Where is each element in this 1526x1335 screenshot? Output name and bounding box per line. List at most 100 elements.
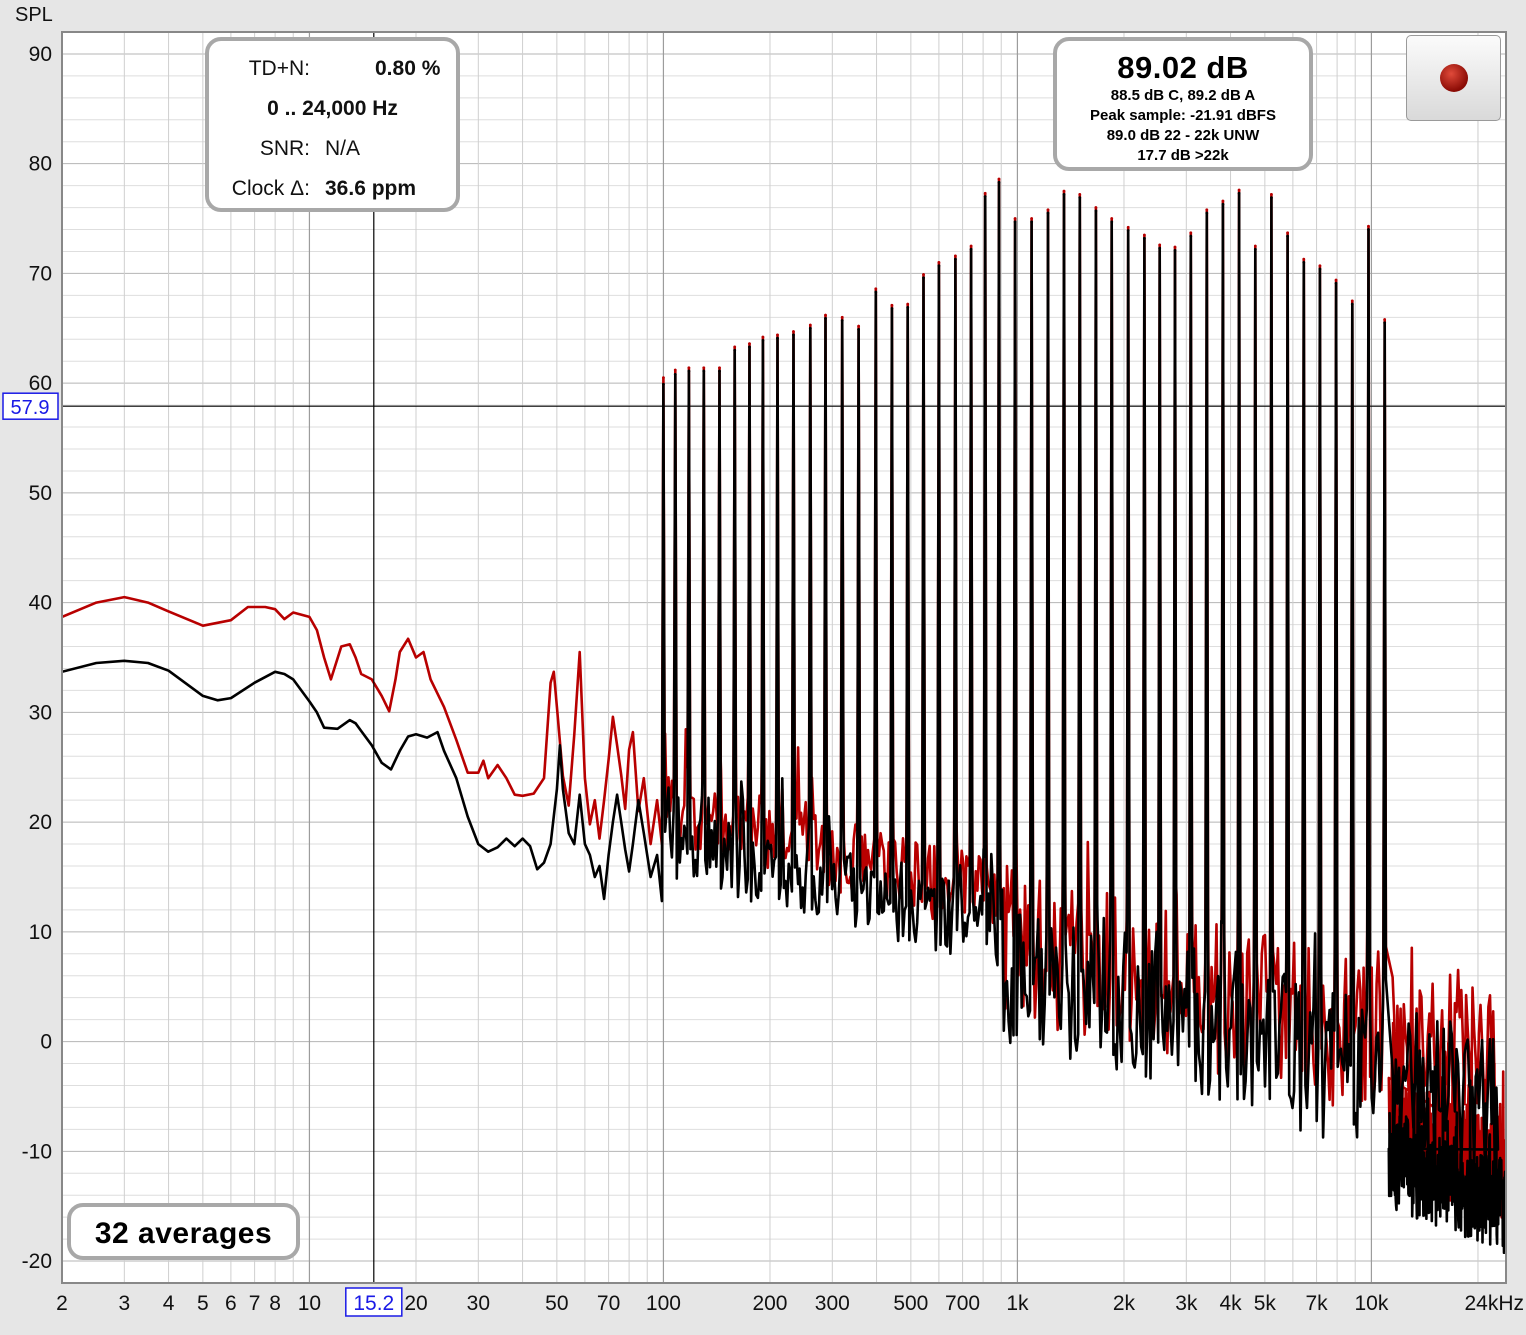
harmonic-peak-point <box>792 330 795 333</box>
x-tick-label: 5 <box>197 1292 209 1315</box>
harmonic-peak-point <box>1237 191 1241 195</box>
harmonic-peak-point <box>673 368 677 372</box>
x-tick-label: 4k <box>1219 1292 1242 1315</box>
harmonic-peak-point <box>997 180 1001 184</box>
y-tick-label: -20 <box>22 1250 52 1273</box>
harmonic-peak-point <box>1253 247 1257 251</box>
cursor-y-readout: 57.9 <box>11 397 50 419</box>
y-tick-label: 30 <box>29 701 52 724</box>
harmonic-peak-point <box>1046 208 1050 212</box>
harmonic-peak-point <box>662 382 665 386</box>
x-tick-label: 1k <box>1006 1292 1029 1315</box>
harmonic-peak-point <box>1334 278 1338 282</box>
unweighted-level: 89.0 dB 22 - 22k UNW <box>1106 127 1260 144</box>
weighted-levels: 88.5 dB C, 89.2 dB A <box>1110 87 1256 104</box>
harmonic-peak-point <box>733 345 737 349</box>
x-tick-label: 300 <box>815 1292 850 1315</box>
cursor-y-readout-box <box>2 392 59 420</box>
harmonic-peak-point <box>906 306 910 309</box>
harmonic-peak-point <box>1142 233 1146 237</box>
harmonic-peak-point <box>1270 196 1273 200</box>
harmonic-peak-point <box>922 273 925 276</box>
clock-value: 36.6 ppm <box>325 177 417 200</box>
harmonic-peak-point <box>857 327 861 331</box>
x-tick-label: 7k <box>1305 1292 1328 1315</box>
harmonic-peak-point <box>792 333 795 337</box>
y-tick-label: 80 <box>29 153 52 176</box>
harmonic-peak-point <box>1078 193 1082 196</box>
harmonic-peak-point <box>824 317 827 320</box>
x-tick-label: 200 <box>752 1292 787 1315</box>
x-tick-label: 3 <box>118 1292 130 1315</box>
cursor-crosshair[interactable]: 57.9 15.2 <box>2 32 1506 1317</box>
harmonic-peak-point <box>1318 267 1322 271</box>
harmonic-peak-point <box>1094 209 1098 213</box>
peak-sample: Peak sample: -21.91 dBFS <box>1090 107 1276 124</box>
harmonic-peak-point <box>840 319 844 323</box>
ultrasonic-level: 17.7 dB >22k <box>1137 147 1229 164</box>
record-button[interactable] <box>1406 35 1501 121</box>
y-tick-label: 0 <box>40 1031 52 1054</box>
harmonic-peak-point <box>1270 193 1273 196</box>
harmonic-peak-point <box>718 366 721 370</box>
x-tick-label: 50 <box>545 1292 568 1315</box>
harmonic-peak-point <box>702 369 706 373</box>
averages-count: 32 averages <box>94 1217 273 1250</box>
harmonic-peak-point <box>748 342 751 346</box>
harmonic-peak-point <box>776 336 779 340</box>
harmonic-peak-point <box>1173 245 1177 249</box>
harmonic-peak-point <box>1013 220 1017 224</box>
x-tick-label: 10k <box>1354 1292 1388 1315</box>
x-tick-label: 30 <box>467 1292 490 1315</box>
harmonic-peak-point <box>906 302 910 306</box>
harmonic-peak-point <box>922 276 925 280</box>
harmonic-peak-point <box>890 307 894 310</box>
harmonic-peak-point <box>890 303 894 307</box>
spl-level-panel: 89.02 dB 88.5 dB C, 89.2 dB A Peak sampl… <box>1053 37 1313 171</box>
x-tick-label: 8 <box>269 1292 281 1315</box>
harmonic-peak-point <box>874 290 878 294</box>
harmonic-peak-point <box>1383 318 1387 321</box>
clock-label: Clock Δ: <box>231 177 310 200</box>
harmonic-peak-point <box>937 261 941 264</box>
harmonic-peak-point <box>1062 189 1066 193</box>
tdn-value: 0.80 % <box>375 57 441 80</box>
harmonic-peak-point <box>824 313 827 317</box>
record-icon <box>1440 64 1468 92</box>
harmonic-peak-point <box>1158 246 1162 250</box>
harmonic-peak-point <box>1367 224 1370 228</box>
y-tick-label: 70 <box>29 262 52 285</box>
harmonic-peak-point <box>1173 248 1177 252</box>
harmonic-peak-point <box>1318 264 1322 268</box>
cursor-x-readout-box <box>345 1287 403 1317</box>
x-tick-label: 100 <box>646 1292 681 1315</box>
harmonic-peak-point <box>1334 281 1338 285</box>
harmonic-peak-point <box>1286 234 1290 238</box>
y-tick-label: 40 <box>29 592 52 615</box>
harmonic-peak-point <box>1030 217 1034 220</box>
y-tick-label: -10 <box>22 1140 52 1163</box>
harmonic-peak-point <box>997 177 1001 181</box>
harmonic-peak-point <box>662 376 665 380</box>
snr-value: N/A <box>325 137 361 160</box>
harmonic-peak-point <box>1350 299 1354 303</box>
harmonic-peak-point <box>1205 211 1209 215</box>
x-tick-label: 2k <box>1113 1292 1136 1315</box>
harmonic-peak-point <box>748 345 751 349</box>
snr-label: SNR: <box>259 137 310 160</box>
harmonic-peak-point <box>1078 196 1082 200</box>
distortion-stats-panel: TD+N: 0.80 % 0 .. 24,000 Hz SNR: N/A Clo… <box>205 37 460 212</box>
spl-main-value: 89.02 dB <box>1117 50 1249 85</box>
harmonic-peak-point <box>969 244 973 248</box>
harmonic-peak-point <box>1253 244 1257 248</box>
harmonic-peak-point <box>1062 193 1066 196</box>
x-tick-label: 5k <box>1254 1292 1277 1315</box>
harmonic-peak-point <box>874 287 878 291</box>
x-tick-label: 7 <box>249 1292 261 1315</box>
harmonic-peak-point <box>1126 229 1130 233</box>
y-tick-label: 60 <box>29 372 52 395</box>
harmonic-peak-point <box>1158 243 1162 247</box>
harmonic-peak-point <box>1383 321 1387 325</box>
